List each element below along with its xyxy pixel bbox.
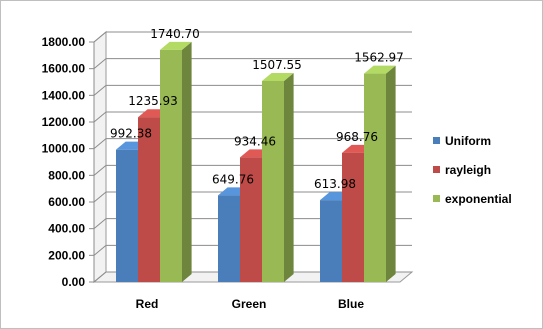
bar-top	[364, 65, 396, 74]
bar-front	[364, 73, 386, 282]
bar-front	[342, 152, 364, 282]
data-label: 649.76	[212, 172, 254, 186]
y-tick-label: 200.00	[48, 248, 85, 262]
bar-front	[116, 149, 138, 282]
bar-front	[320, 200, 342, 282]
x-category-label: Red	[136, 297, 159, 311]
bar-exponential-green	[262, 72, 294, 282]
side-wall	[93, 30, 107, 284]
y-tick-label: 400.00	[48, 222, 85, 236]
legend-item-rayleigh: rayleigh	[433, 163, 491, 177]
data-label: 968.76	[336, 130, 378, 144]
y-axis-tick-labels: 0.00 200.00 400.00 600.00 800.00 1000.00 1200.…	[42, 35, 86, 289]
bars	[116, 41, 396, 283]
y-tick-label: 1600.00	[42, 62, 86, 76]
data-labels: 992.38 1235.93 1740.70 649.76 934.46 1507.55 6…	[110, 27, 404, 191]
data-label: 1235.93	[128, 94, 178, 108]
legend-swatch	[433, 195, 440, 202]
data-label: 992.38	[110, 127, 152, 141]
x-category-label: Blue	[338, 297, 364, 311]
data-label: 1507.55	[252, 58, 302, 72]
gridline	[93, 191, 412, 203]
legend-label: Uniform	[445, 134, 491, 148]
data-label: 1562.97	[354, 51, 404, 65]
bar-front	[138, 117, 160, 282]
bar-front	[160, 49, 182, 283]
bar-exponential-blue	[364, 65, 396, 282]
gridline	[93, 31, 412, 43]
x-category-label: Green	[232, 297, 267, 311]
bar-front	[240, 157, 262, 282]
y-tick-label: 600.00	[48, 195, 85, 209]
legend: Uniform rayleigh exponential	[433, 134, 512, 206]
gridline	[93, 138, 412, 150]
gridline	[93, 218, 412, 230]
bar-top	[262, 72, 294, 81]
data-label: 613.98	[314, 177, 356, 191]
gridline	[93, 58, 412, 70]
gridline	[93, 84, 412, 96]
gridline	[93, 111, 412, 123]
y-tick-label: 0.00	[62, 275, 86, 289]
gridline	[93, 244, 412, 256]
y-tick-label: 1000.00	[42, 142, 86, 156]
y-tick-label: 1400.00	[42, 88, 86, 102]
gridline	[93, 271, 412, 283]
legend-swatch	[433, 166, 440, 173]
y-tick-label: 1200.00	[42, 115, 86, 129]
gridline	[93, 164, 412, 176]
legend-label: exponential	[445, 192, 512, 206]
bar-front	[218, 195, 240, 282]
data-label: 1740.70	[150, 27, 200, 41]
x-axis-category-labels: Red Green Blue	[136, 297, 365, 311]
legend-swatch	[433, 137, 440, 144]
bar-side	[386, 65, 396, 282]
legend-item-uniform: Uniform	[433, 134, 491, 148]
bar-exponential-red	[160, 41, 192, 283]
y-tick-label: 1800.00	[42, 35, 86, 49]
legend-label: rayleigh	[445, 163, 491, 177]
bar-side	[182, 41, 192, 283]
legend-item-exponential: exponential	[433, 192, 512, 206]
bar-side	[284, 72, 294, 282]
bar-top	[160, 41, 192, 50]
y-tick-label: 800.00	[48, 168, 85, 182]
gridlines	[89, 31, 412, 283]
bar-front	[262, 80, 284, 282]
data-label: 934.46	[234, 134, 276, 148]
